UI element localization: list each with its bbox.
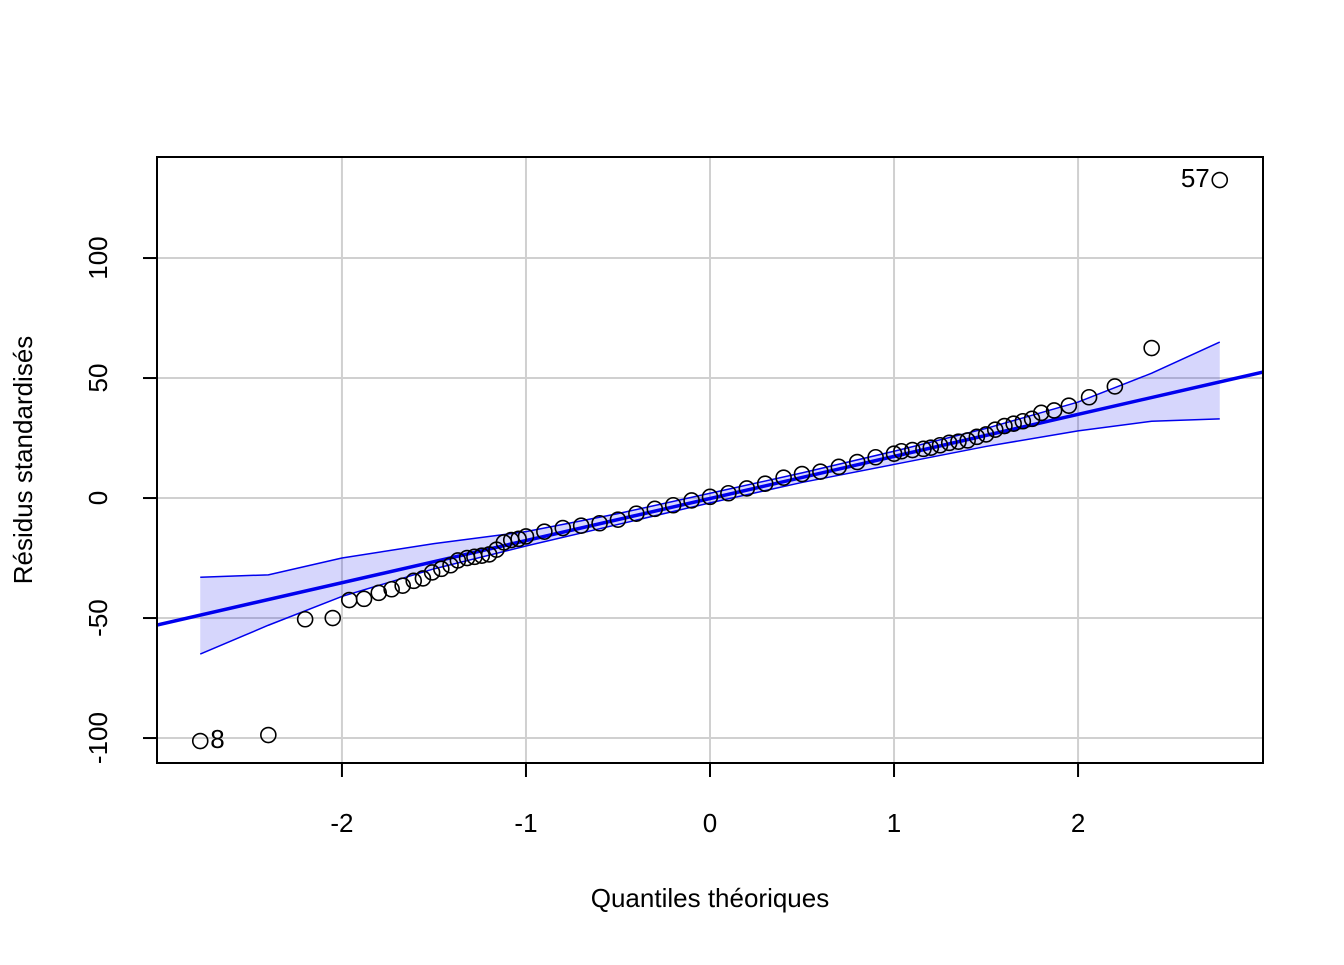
reference-line bbox=[157, 370, 1263, 627]
point bbox=[646, 500, 664, 518]
point bbox=[370, 584, 388, 602]
point bbox=[1023, 410, 1041, 428]
point bbox=[1032, 404, 1050, 422]
point bbox=[510, 530, 527, 548]
point bbox=[324, 609, 342, 627]
plot-area bbox=[157, 171, 1263, 750]
point bbox=[296, 610, 314, 628]
x-tick-label: -2 bbox=[330, 808, 353, 838]
point bbox=[554, 519, 572, 537]
point bbox=[405, 572, 423, 590]
x-axis-label: Quantiles théoriques bbox=[591, 883, 829, 913]
x-tick-label: 0 bbox=[703, 808, 717, 838]
point-label: 57 bbox=[1181, 163, 1210, 193]
point bbox=[383, 580, 400, 598]
point bbox=[423, 564, 441, 581]
point bbox=[414, 570, 432, 587]
point bbox=[915, 440, 932, 458]
point bbox=[904, 441, 921, 459]
point bbox=[996, 417, 1013, 435]
y-axis-label: Résidus standardisés bbox=[8, 336, 38, 585]
point bbox=[260, 726, 277, 744]
point bbox=[922, 439, 940, 456]
point bbox=[394, 577, 411, 594]
point bbox=[793, 465, 811, 483]
point bbox=[720, 484, 737, 502]
point bbox=[628, 505, 645, 522]
point bbox=[536, 523, 553, 540]
point bbox=[572, 517, 590, 534]
point bbox=[191, 732, 209, 750]
point bbox=[1211, 171, 1229, 189]
point bbox=[449, 552, 467, 569]
point bbox=[738, 480, 756, 497]
point bbox=[931, 436, 949, 454]
band-upper bbox=[200, 341, 1221, 578]
point-label: 8 bbox=[210, 724, 224, 754]
y-tick-label: 100 bbox=[83, 236, 113, 279]
point bbox=[1106, 378, 1124, 395]
point bbox=[977, 426, 995, 443]
point bbox=[812, 463, 829, 480]
y-tick-label: 0 bbox=[83, 491, 113, 505]
point bbox=[664, 496, 682, 514]
point bbox=[517, 528, 535, 545]
point bbox=[1045, 402, 1063, 419]
point bbox=[355, 590, 373, 608]
y-tick-label: -100 bbox=[83, 712, 113, 764]
x-tick-label: 2 bbox=[1071, 808, 1085, 838]
point bbox=[885, 445, 903, 462]
point bbox=[1005, 415, 1022, 432]
point bbox=[959, 432, 976, 449]
point bbox=[756, 475, 774, 492]
point bbox=[848, 453, 866, 471]
point bbox=[683, 492, 700, 509]
point bbox=[830, 458, 848, 476]
point bbox=[940, 434, 958, 452]
point bbox=[1014, 412, 1032, 430]
point bbox=[950, 433, 967, 450]
point bbox=[591, 514, 608, 532]
point bbox=[473, 547, 491, 564]
point bbox=[1060, 397, 1078, 414]
plot-frame bbox=[156, 156, 1264, 764]
point bbox=[867, 448, 884, 466]
point bbox=[1143, 339, 1160, 357]
point bbox=[968, 428, 986, 446]
point bbox=[609, 511, 627, 528]
point bbox=[433, 560, 450, 578]
point bbox=[775, 469, 792, 486]
x-tick-label: 1 bbox=[887, 808, 901, 838]
y-tick-label: -50 bbox=[83, 599, 113, 637]
point bbox=[1080, 388, 1098, 406]
point bbox=[893, 442, 910, 460]
y-tick-label: 50 bbox=[83, 364, 113, 393]
x-tick-label: -1 bbox=[514, 808, 537, 838]
point bbox=[701, 488, 719, 506]
point bbox=[986, 421, 1004, 438]
